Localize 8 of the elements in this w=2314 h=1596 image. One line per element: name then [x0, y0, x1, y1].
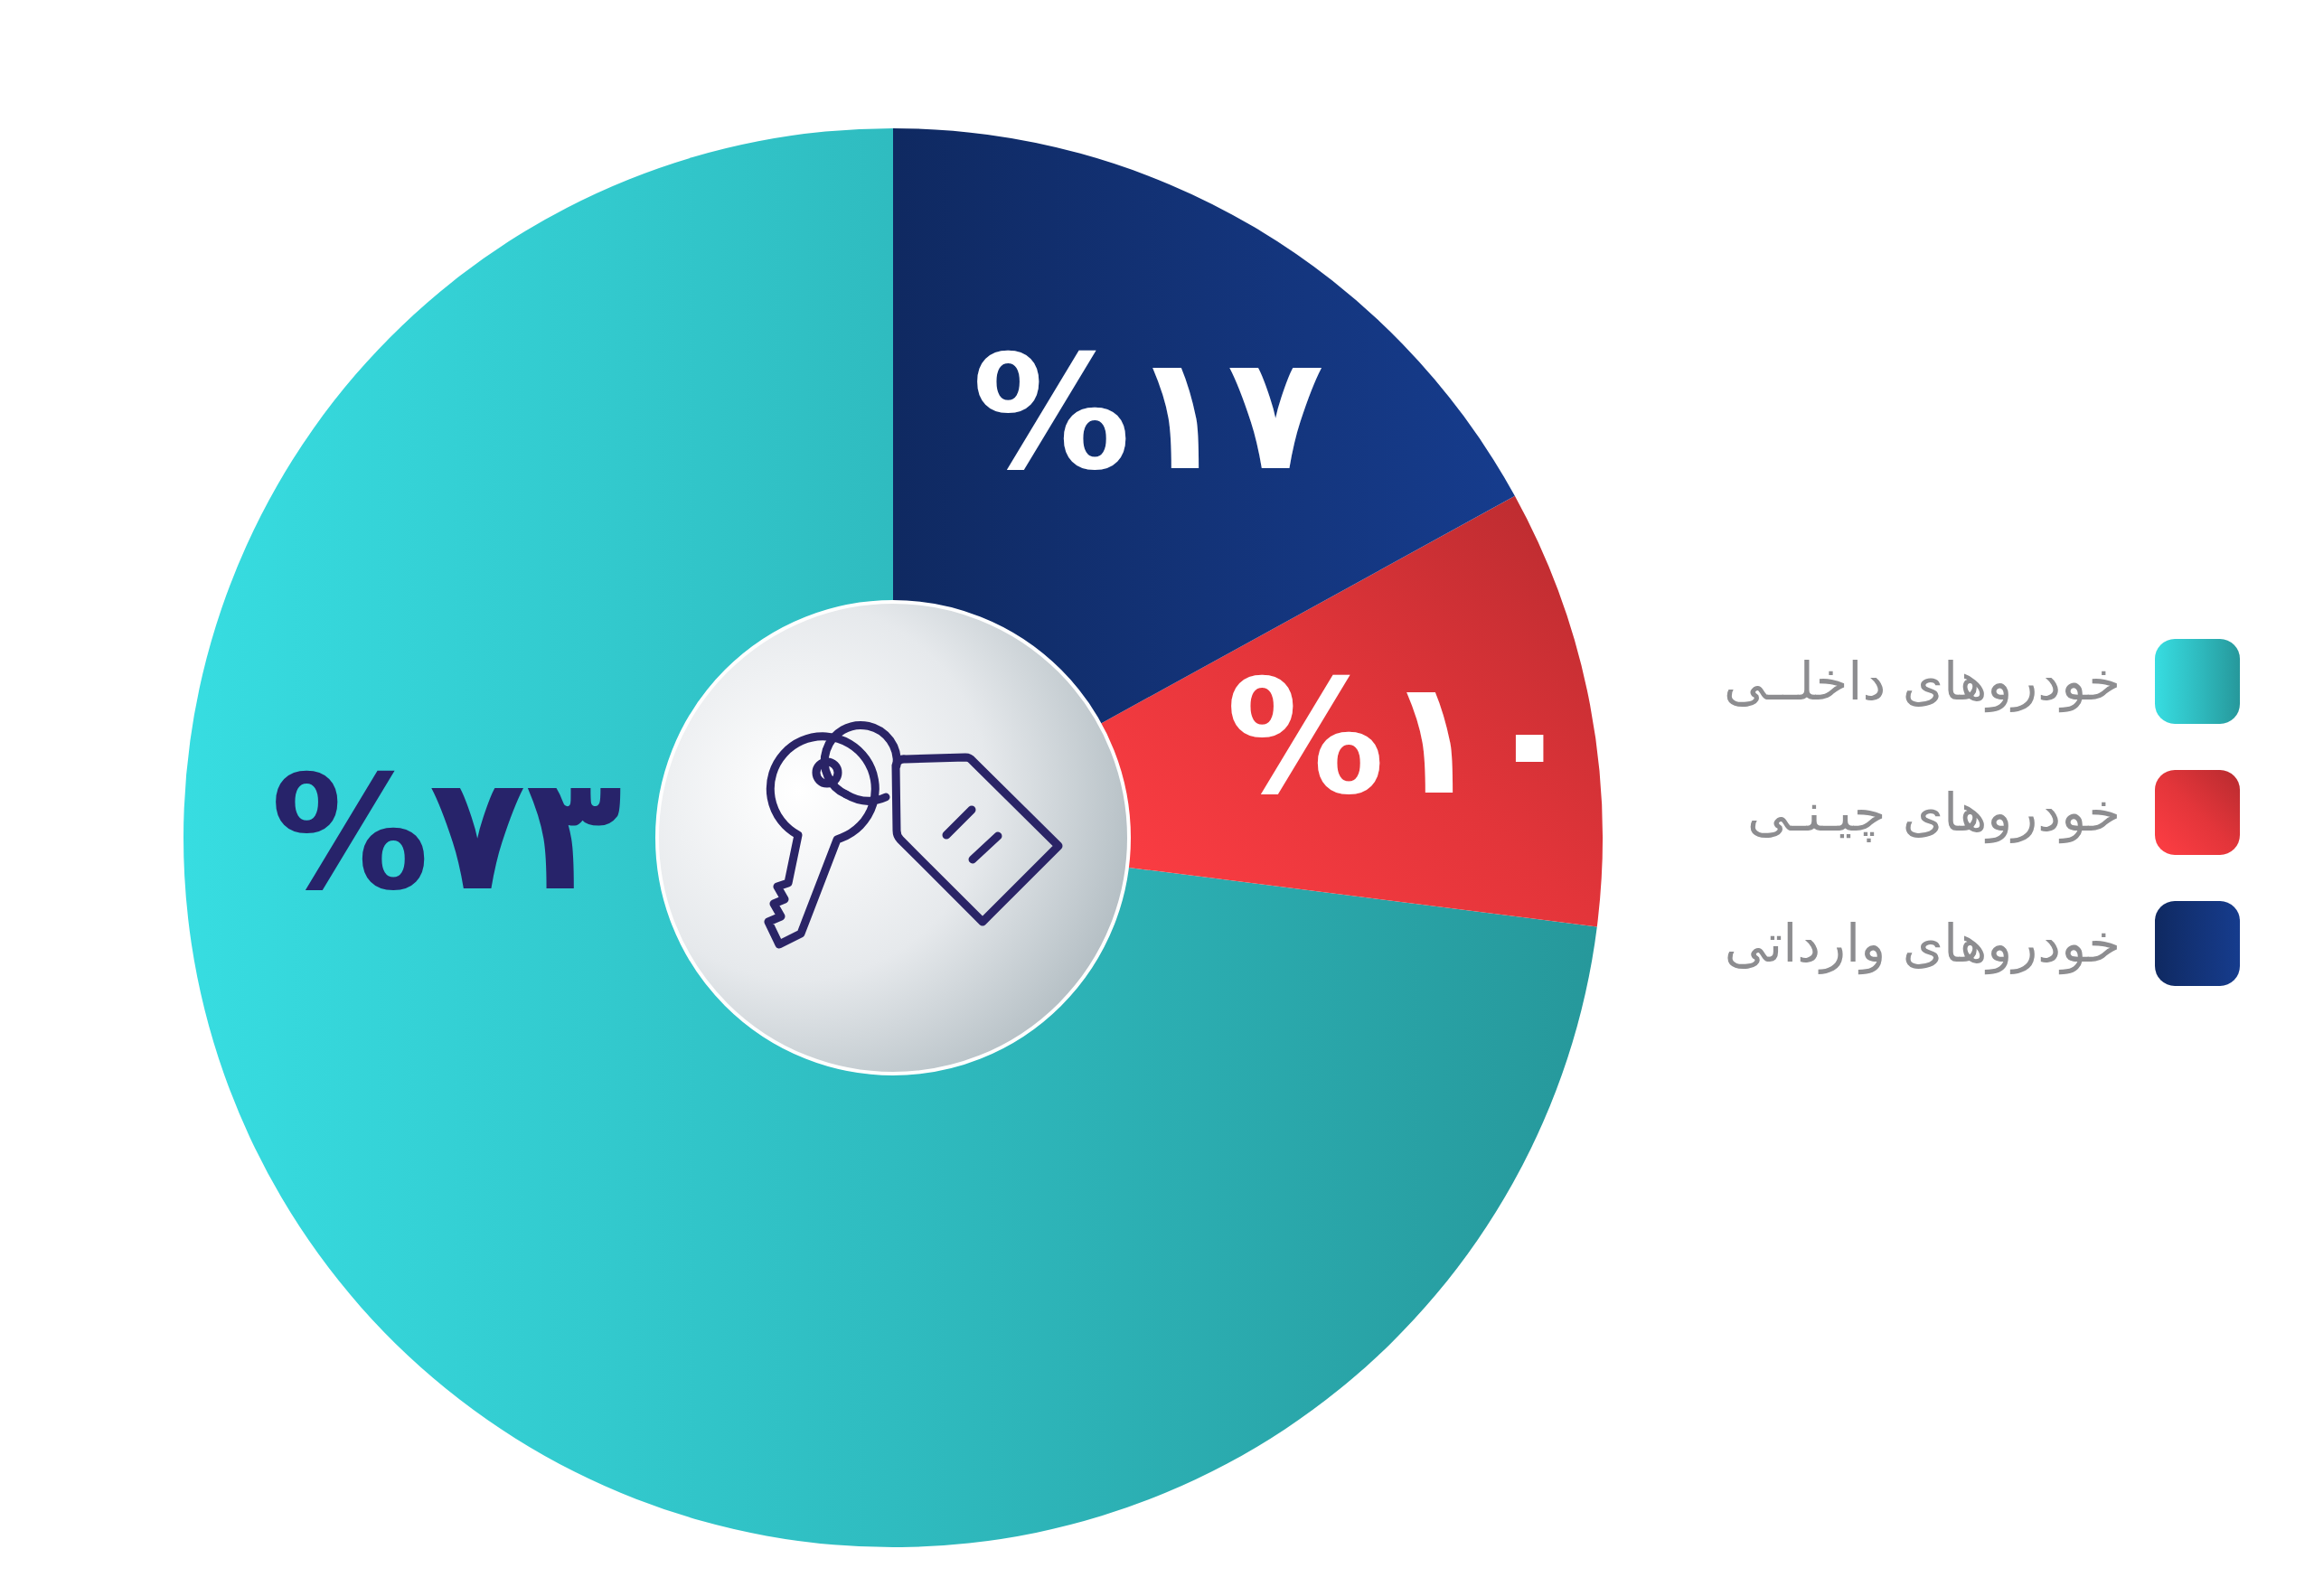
data-label: %۷۳ [270, 741, 623, 925]
data-label: %۱۰ [1226, 645, 1578, 830]
donut-slice [1099, 495, 1603, 927]
data-label: %۱۷ [972, 321, 1324, 505]
donut-slice [183, 128, 1597, 1547]
legend-label: خودروهای چیـنـی [1747, 782, 2121, 844]
legend-label: خودروهای داخلــی [1723, 651, 2121, 713]
legend-label: خودروهای وارداتی [1724, 913, 2121, 975]
